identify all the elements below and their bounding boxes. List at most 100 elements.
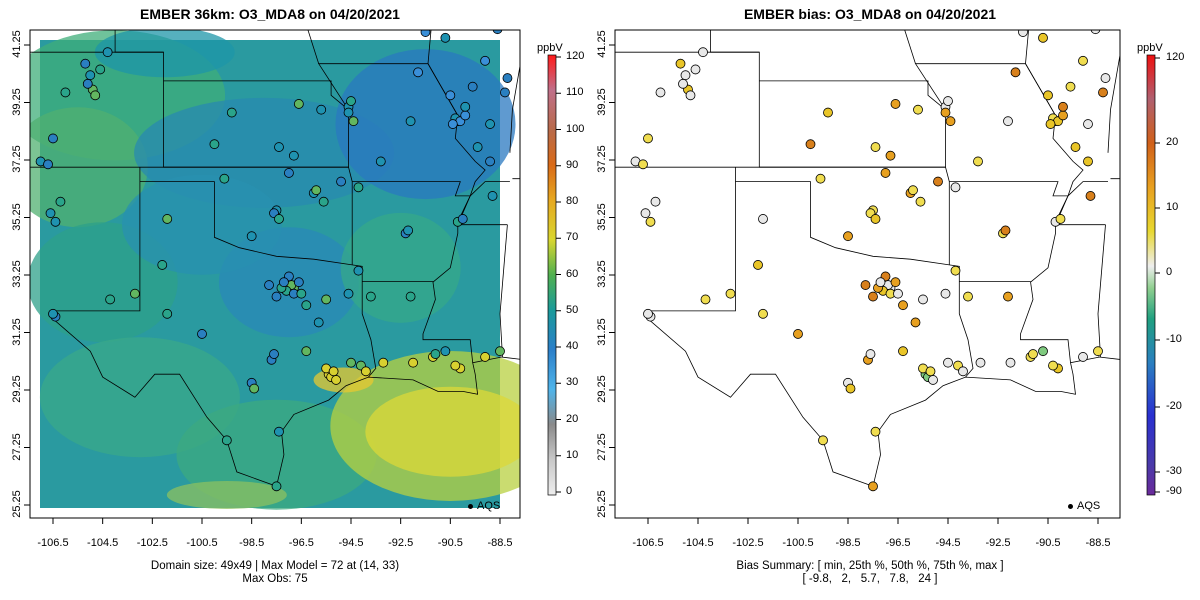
right-colorbar-tick: -10 (1166, 333, 1182, 345)
y-tick-label: 27.25 (11, 432, 23, 461)
aqs-station-point (130, 288, 140, 299)
aqs-station-point (293, 277, 304, 288)
aqs-station-point (318, 196, 329, 207)
left-colorbar-unit: ppbV (537, 42, 563, 54)
aqs-station-point (48, 133, 58, 144)
x-tick-label: -94.5 (935, 537, 961, 549)
aqs-station-point (460, 101, 471, 112)
bias-station-point (1010, 67, 1021, 78)
aqs-station-point (430, 349, 441, 359)
bias-station-point (1085, 191, 1096, 201)
aqs-station-point (460, 110, 471, 121)
bias-station-point (758, 308, 768, 319)
bias-station-point (870, 214, 881, 224)
aqs-station-point (249, 383, 260, 394)
aqs-station-point (105, 294, 116, 305)
x-tick-label: -104.5 (682, 537, 714, 549)
bias-station-point (950, 265, 961, 276)
bias-station-point (940, 107, 951, 118)
left-colorbar-tick: 30 (566, 376, 579, 389)
aqs-station-point (274, 142, 284, 152)
left-colorbar-tick: 0 (566, 485, 573, 497)
bias-station-point (1083, 119, 1093, 129)
x-tick-label: -96.5 (885, 537, 911, 549)
bias-station-point (678, 78, 688, 89)
aqs-station-point (288, 150, 299, 161)
x-tick-label: -92.5 (388, 537, 414, 549)
bias-station-point (943, 357, 953, 368)
bias-station-point (818, 435, 828, 446)
bias-station-point (1038, 346, 1048, 357)
bias-station-point (963, 291, 973, 302)
left-caption-line1: Domain size: 49x49 | Max Model = 72 at (… (150, 560, 400, 572)
bias-station-point (645, 216, 656, 227)
bias-station-point (865, 349, 876, 359)
aqs-station-point (60, 87, 71, 98)
y-tick-label: 35.25 (11, 202, 23, 231)
bias-station-point (1045, 119, 1056, 129)
left-legend: AQS (468, 500, 500, 512)
aqs-observations (35, 30, 513, 492)
bias-station-point (885, 150, 896, 161)
bias-station-point (1038, 32, 1048, 43)
aqs-station-point (353, 265, 364, 276)
y-tick-label: 41.25 (11, 30, 23, 58)
aqs-station-point (440, 346, 451, 357)
x-tick-label: -88.5 (1085, 537, 1111, 549)
aqs-station-point (346, 96, 356, 106)
aqs-station-point (271, 291, 282, 302)
bias-station-point (933, 176, 943, 187)
aqs-station-point (408, 357, 418, 368)
bias-station-point (910, 317, 921, 328)
aqs-station-point (45, 208, 56, 219)
aqs-station-point (43, 159, 53, 170)
left-colorbar-tick: 80 (566, 195, 579, 207)
bias-station-point (898, 346, 908, 357)
right-caption-line1: Bias Summary: [ min, 25th %, 50th %, 75t… (736, 560, 1004, 572)
right-colorbar-tick: -30 (1166, 465, 1182, 477)
bias-station-point (1028, 349, 1038, 359)
aqs-station-point (485, 156, 495, 167)
aqs-station-point (375, 156, 386, 167)
left-plot-frame (29, 29, 521, 519)
aqs-station-point (472, 142, 483, 152)
bias-station-point (643, 133, 653, 144)
bias-station-point (890, 277, 901, 288)
aqs-station-point (296, 288, 307, 299)
bias-station-point (793, 329, 803, 339)
legend-label: AQS (477, 500, 501, 512)
aqs-station-point (365, 291, 376, 302)
aqs-station-point (467, 81, 478, 92)
left-colorbar-tick: 10 (566, 448, 579, 461)
bias-station-point (758, 214, 768, 224)
left-map (30, 30, 520, 510)
right-colorbar-tick: -90 (1166, 485, 1182, 497)
aqs-station-point (221, 435, 232, 446)
left-colorbar-tick: 70 (566, 231, 579, 244)
aqs-station-point (360, 366, 371, 377)
right-colorbar-unit: ppbV (1137, 42, 1163, 54)
aqs-station-point (457, 214, 468, 224)
bias-station-point (915, 196, 926, 207)
bias-station-point (898, 300, 908, 311)
aqs-station-point (485, 119, 495, 129)
left-colorbar-tick: 110 (566, 86, 584, 99)
aqs-station-point (321, 294, 332, 305)
aqs-station-point (447, 119, 458, 129)
bias-station-point (655, 87, 666, 98)
x-tick-label: -102.5 (732, 537, 764, 549)
aqs-station-point (413, 67, 423, 78)
aqs-station-point (95, 64, 106, 75)
x-tick-label: -98.5 (239, 537, 265, 549)
x-tick-label: -104.5 (87, 537, 119, 549)
right-panel-title: EMBER bias: O3_MDA8 on 04/20/2021 (743, 6, 997, 22)
aqs-station-point (274, 426, 284, 437)
aqs-station-point (85, 70, 96, 81)
aqs-station-point (209, 139, 220, 150)
aqs-station-point (316, 104, 327, 115)
bias-station-point (1070, 142, 1081, 152)
x-tick-label: -90.5 (1035, 537, 1061, 549)
aqs-station-point (405, 291, 416, 302)
right-caption-line2: [ -9.8, 2, 5.7, 7.8, 24 ] (802, 573, 938, 585)
aqs-station-point (403, 225, 414, 236)
